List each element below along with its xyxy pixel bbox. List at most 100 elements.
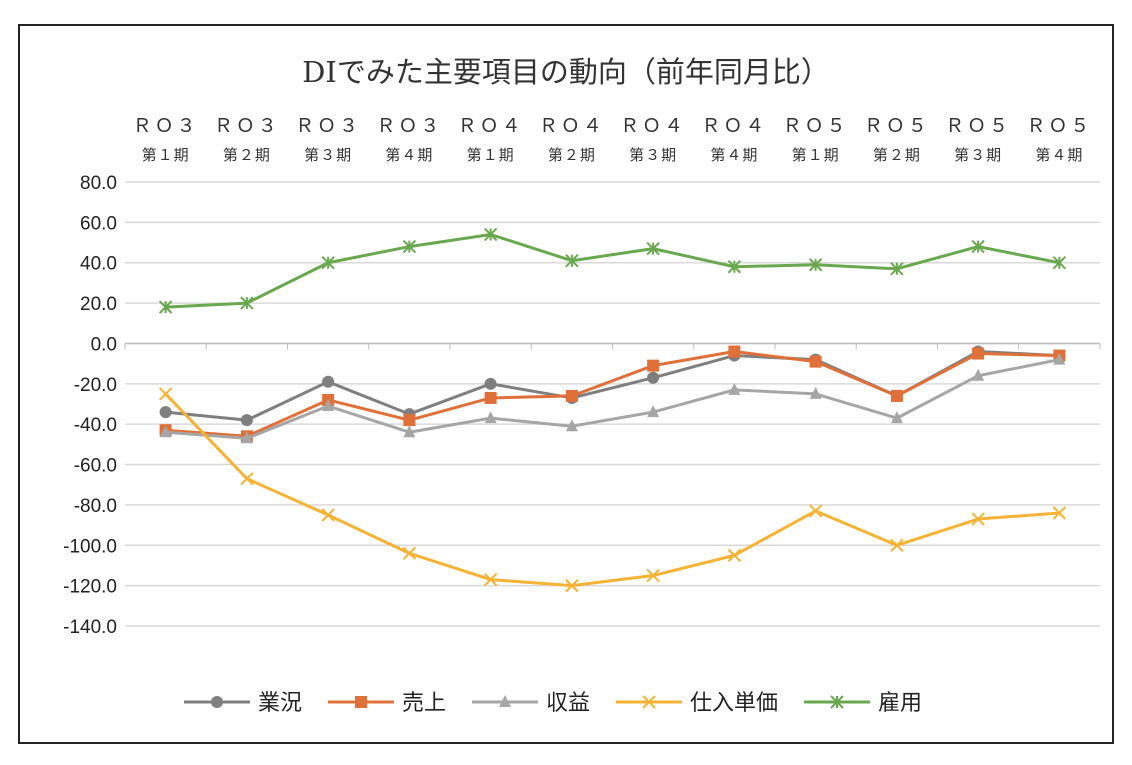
- category-label-quarter: 第３期: [629, 146, 677, 164]
- category-label-period: ＲＯ３: [133, 115, 199, 137]
- y-tick-label: 60.0: [80, 213, 117, 234]
- data-point: [808, 258, 823, 272]
- legend-marker: [355, 696, 367, 708]
- data-point: [240, 471, 254, 486]
- category-label-period: ＲＯ４: [701, 115, 767, 137]
- y-tick-label: 40.0: [80, 254, 117, 275]
- category-label-quarter: 第４期: [385, 146, 433, 164]
- data-point: [403, 425, 416, 438]
- data-point: [646, 241, 660, 256]
- legend-label: 売上: [402, 691, 446, 716]
- category-label-period: ＲＯ４: [458, 115, 524, 137]
- data-point: [1052, 256, 1067, 270]
- data-point: [809, 386, 822, 399]
- category-label-quarter: 第１期: [792, 146, 840, 164]
- data-point: [322, 399, 335, 412]
- data-point: [890, 411, 903, 424]
- legend-marker: [830, 695, 844, 709]
- category-label-period: ＲＯ５: [1026, 115, 1092, 137]
- data-point: [565, 419, 578, 432]
- data-point: [972, 368, 985, 381]
- category-label-period: ＲＯ３: [214, 115, 280, 137]
- data-point: [890, 262, 904, 276]
- category-label-quarter: 第１期: [142, 146, 190, 164]
- data-point: [647, 371, 660, 384]
- category-label-period: ＲＯ３: [295, 115, 361, 137]
- category-label-quarter: 第４期: [710, 146, 758, 164]
- data-point: [159, 406, 172, 419]
- data-point: [402, 546, 417, 561]
- y-tick-label: -60.0: [74, 456, 117, 477]
- category-label-quarter: 第２期: [548, 146, 596, 164]
- chart-frame: DIでみた主要項目の動向（前年同月比） 80.0 60.0 40.0 20.0 0.0 -…: [18, 24, 1114, 744]
- category-label-period: ＲＯ４: [539, 115, 605, 137]
- y-tick-label: -40.0: [74, 415, 117, 436]
- category-label-quarter: 第３期: [954, 146, 1002, 164]
- data-point: [808, 504, 823, 518]
- line-chart: DIでみた主要項目の動向（前年同月比） 80.0 60.0 40.0 20.0 0.0 -…: [63, 55, 1101, 716]
- series-line-1: [165, 350, 1060, 422]
- data-point: [240, 296, 254, 310]
- data-point: [890, 538, 904, 552]
- category-label-period: ＲＯ５: [783, 115, 849, 137]
- series-line-3: [165, 358, 1060, 440]
- y-tick-label: -80.0: [74, 496, 117, 517]
- category-label-period: ＲＯ５: [945, 115, 1011, 137]
- data-point: [1052, 506, 1067, 520]
- legend-label: 仕入単価: [690, 691, 778, 716]
- legend-marker: [211, 696, 223, 708]
- data-point: [483, 572, 498, 587]
- data-point: [890, 389, 903, 402]
- data-point: [565, 578, 579, 593]
- series-line-4: [164, 392, 1060, 588]
- data-point: [484, 411, 497, 424]
- y-tick-label: 0.0: [91, 334, 117, 355]
- data-point: [646, 568, 660, 583]
- data-point: [971, 239, 985, 254]
- category-label-period: ＲＯ３: [376, 115, 442, 137]
- legend-label: 業況: [258, 691, 302, 716]
- legend-marker: [499, 695, 511, 707]
- category-label-quarter: 第２期: [223, 146, 271, 164]
- data-point: [321, 508, 335, 522]
- data-point: [322, 375, 335, 388]
- data-point: [240, 414, 253, 427]
- data-point: [483, 227, 498, 242]
- data-point: [403, 414, 416, 427]
- category-label-quarter: 第１期: [467, 146, 515, 164]
- data-point: [565, 254, 579, 268]
- category-label-quarter: 第４期: [1035, 146, 1083, 164]
- y-tick-label: 20.0: [80, 294, 117, 315]
- data-point: [728, 382, 741, 395]
- data-point: [565, 389, 578, 402]
- data-point: [809, 355, 822, 368]
- data-point: [1053, 352, 1066, 365]
- y-tick-label: -100.0: [63, 536, 117, 557]
- data-point: [727, 260, 742, 274]
- y-tick-label: -140.0: [63, 617, 117, 638]
- legend-marker: [642, 695, 656, 709]
- series-line-5: [165, 232, 1060, 309]
- data-point: [484, 377, 497, 390]
- series-line-2: [165, 350, 1060, 438]
- legend-label: 収益: [546, 691, 590, 716]
- data-point: [728, 345, 741, 358]
- category-label-period: ＲＯ４: [620, 115, 686, 137]
- y-tick-label: -120.0: [63, 577, 117, 598]
- data-point: [972, 347, 985, 360]
- y-tick-label: 80.0: [80, 173, 117, 194]
- data-point: [647, 405, 660, 418]
- data-point: [402, 239, 417, 254]
- data-point: [971, 512, 985, 526]
- data-point: [647, 359, 660, 372]
- category-label-quarter: 第３期: [304, 146, 352, 164]
- data-point: [159, 425, 172, 438]
- chart-title: DIでみた主要項目の動向（前年同月比）: [302, 55, 830, 89]
- category-label-quarter: 第２期: [873, 146, 921, 164]
- legend-label: 雇用: [878, 691, 922, 716]
- y-tick-label: -20.0: [74, 375, 117, 396]
- data-point: [727, 548, 742, 563]
- data-point: [321, 256, 335, 270]
- data-point: [240, 431, 253, 444]
- data-point: [484, 391, 497, 404]
